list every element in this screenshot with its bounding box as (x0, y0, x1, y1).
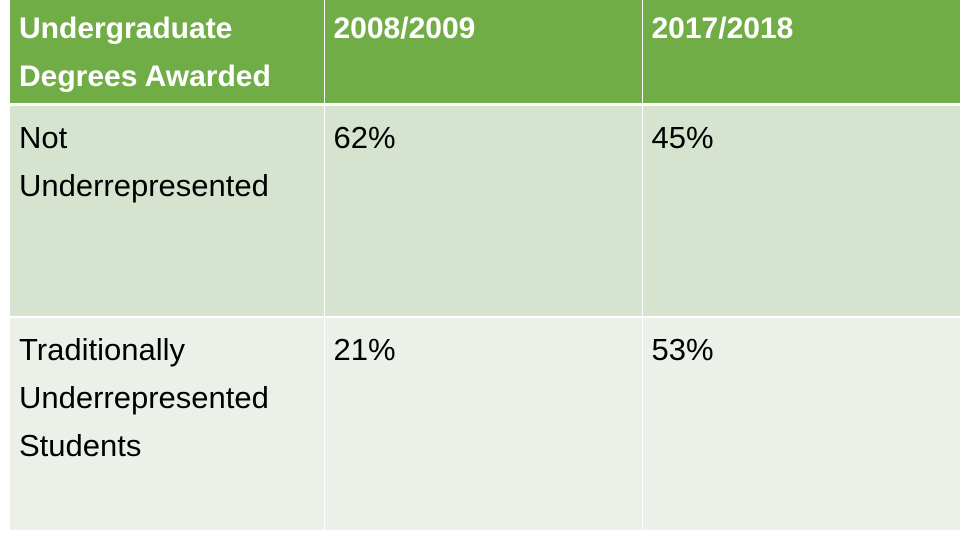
cell-value: 53% (651, 331, 714, 367)
header-label: 2008/2009 (333, 12, 476, 45)
table-row: Traditionally Underrepresented Students … (10, 316, 960, 533)
table-row: Not Underrepresented 62% 45% (10, 104, 960, 318)
degrees-table: Undergraduate Degrees Awarded 2008/2009 … (10, 0, 960, 533)
header-cell-2008-2009: 2008/2009 (324, 0, 643, 106)
header-label: Undergraduate Degrees Awarded (19, 12, 271, 93)
cell-value: 62% (333, 119, 396, 155)
header-cell-2017-2018: 2017/2018 (642, 0, 960, 106)
value-cell-2008-2009: 21% (324, 316, 643, 533)
header-label: 2017/2018 (651, 12, 794, 45)
cell-value: 21% (333, 331, 396, 367)
value-cell-2017-2018: 45% (642, 104, 960, 318)
header-cell-degrees-awarded: Undergraduate Degrees Awarded (10, 0, 325, 106)
value-cell-2017-2018: 53% (642, 316, 960, 533)
row-label-cell: Traditionally Underrepresented Students (10, 316, 325, 533)
row-label-cell: Not Underrepresented (10, 104, 325, 318)
value-cell-2008-2009: 62% (324, 104, 643, 318)
row-label: Not Underrepresented (19, 119, 269, 203)
header-row: Undergraduate Degrees Awarded 2008/2009 … (10, 0, 960, 106)
table-header: Undergraduate Degrees Awarded 2008/2009 … (10, 0, 960, 106)
row-label: Traditionally Underrepresented Students (19, 331, 269, 463)
table-body: Not Underrepresented 62% 45% Traditional… (10, 104, 960, 533)
cell-value: 45% (651, 119, 714, 155)
